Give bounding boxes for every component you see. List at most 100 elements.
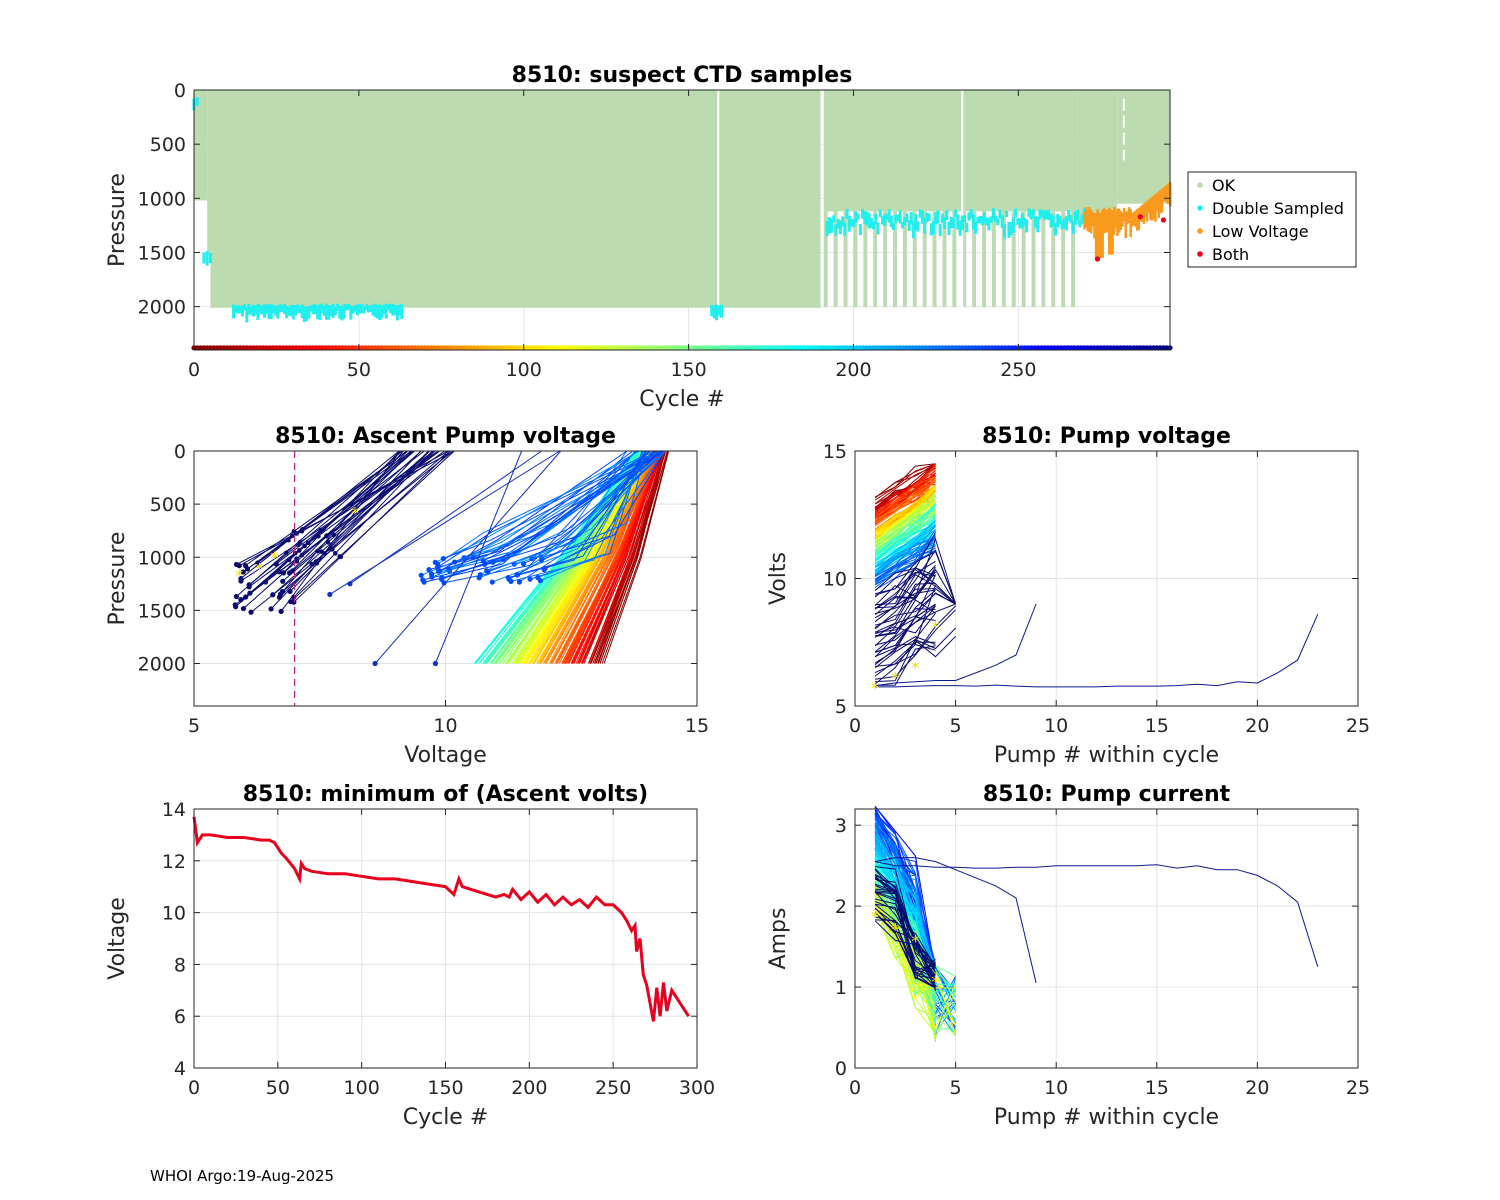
double-sampled-point	[892, 222, 896, 230]
double-sampled-point	[847, 215, 851, 232]
ascent-sample-point	[297, 539, 303, 545]
ascent-sample-point	[262, 579, 269, 585]
double-sampled-point	[280, 305, 284, 312]
double-sampled-point	[861, 208, 865, 219]
ok-deep-profile	[932, 211, 937, 308]
ascent-profile-line	[599, 450, 666, 664]
low-voltage-point	[1096, 208, 1099, 258]
double-sampled-point	[958, 220, 962, 236]
ascent-sample-point	[438, 576, 445, 582]
double-sampled-point	[971, 213, 975, 230]
ascent-sample-point	[338, 554, 344, 560]
double-sampled-point	[400, 303, 404, 319]
ascent-sample-point	[440, 556, 446, 562]
ascent-sample-point	[316, 534, 321, 539]
double-sampled-point	[845, 209, 849, 219]
double-sampled-point	[324, 303, 328, 320]
low-voltage-point	[1121, 212, 1124, 227]
double-sampled-point	[987, 217, 991, 231]
y-tick-label: 5	[835, 696, 847, 718]
y-tick-label: 1000	[138, 547, 186, 569]
pump-voltage-line	[874, 503, 936, 549]
x-tick-label: 25	[1346, 715, 1370, 737]
y-tick-label: 1	[835, 977, 847, 999]
double-sampled-point	[969, 209, 973, 219]
ascent-sample-point	[480, 558, 486, 564]
x-tick-label: 10	[433, 715, 457, 737]
double-sampled-point	[382, 304, 386, 315]
pump-current-line	[874, 911, 936, 988]
double-sampled-point	[271, 305, 275, 314]
double-sampled-point	[982, 212, 986, 224]
y-tick-label: 3	[835, 815, 847, 837]
double-sampled-point	[398, 305, 402, 316]
double-sampled-point	[852, 219, 856, 227]
ascent-profile-line	[595, 450, 668, 664]
ascent-profile-line	[475, 450, 640, 664]
x-tick-label: 0	[188, 1077, 200, 1099]
first-pump-marker: *	[891, 919, 899, 938]
pump-voltage-line	[874, 589, 936, 653]
ascent-sample-point	[505, 574, 511, 581]
ascent-profile-line	[567, 450, 661, 664]
chart-title: 8510: Pump current	[983, 782, 1231, 807]
x-axis-label: Pump # within cycle	[994, 1105, 1219, 1130]
double-sampled-point	[258, 305, 262, 314]
axes-frame	[193, 89, 1171, 351]
x-tick-label: 25	[1346, 1077, 1370, 1099]
legend-marker	[1197, 182, 1203, 188]
pump-voltage-line	[874, 592, 956, 638]
double-sampled-point	[336, 303, 340, 312]
ok-samples	[194, 90, 208, 201]
pump-voltage-line	[874, 589, 936, 623]
double-sampled-point	[1062, 218, 1066, 229]
double-sampled-point	[927, 213, 931, 222]
double-sampled-point	[1038, 209, 1042, 220]
legend-marker	[1197, 251, 1203, 257]
ascent-sample-point	[291, 528, 297, 534]
ascent-profile-line	[554, 450, 658, 664]
double-sampled-point	[934, 212, 938, 225]
double-sampled-point	[1002, 223, 1006, 239]
x-tick-label: 15	[1145, 715, 1169, 737]
double-sampled-point	[976, 217, 980, 224]
ascent-profile-line	[519, 450, 654, 583]
double-sampled-point	[1000, 215, 1004, 228]
low-voltage-point	[1167, 183, 1170, 205]
ok-deep-profile	[1031, 211, 1036, 308]
y-tick-label: 14	[162, 799, 186, 821]
ascent-profile-line	[275, 450, 425, 565]
y-axis-label: Voltage	[105, 897, 130, 980]
double-sampled-point	[327, 305, 331, 320]
double-sampled-point	[872, 221, 876, 230]
double-sampled-point	[1029, 210, 1033, 220]
double-sampled-point	[830, 218, 834, 233]
y-tick-label: 2000	[138, 297, 186, 319]
double-sampled-point	[956, 214, 960, 230]
ascent-sample-point	[291, 599, 297, 605]
low-voltage-point	[1089, 209, 1093, 234]
ascent-sample-point	[514, 572, 520, 578]
double-sampled-point	[869, 217, 873, 228]
double-sampled-point	[903, 216, 907, 226]
double-sampled-point	[282, 303, 286, 314]
double-sampled-point	[240, 305, 244, 317]
double-sampled-point	[234, 305, 238, 313]
pump-voltage-line	[874, 588, 956, 630]
double-sampled-point	[967, 212, 971, 221]
low-voltage-point	[1112, 207, 1116, 235]
low-voltage-point	[1124, 211, 1127, 239]
chart-title: 8510: minimum of (Ascent volts)	[243, 782, 649, 807]
double-sampled-point	[1031, 209, 1035, 218]
ascent-sample-point	[420, 577, 426, 583]
double-sampled-point	[313, 304, 317, 315]
x-tick-label: 10	[1044, 1077, 1068, 1099]
pump-voltage-line	[874, 476, 936, 521]
legend-marker	[1197, 205, 1203, 211]
x-tick-label: 50	[266, 1077, 290, 1099]
double-sampled-point	[863, 211, 867, 224]
pump-current-line	[874, 902, 957, 1035]
double-sampled-point	[978, 215, 982, 224]
pump-voltage-line	[874, 566, 936, 615]
ok-samples	[1077, 90, 1118, 225]
